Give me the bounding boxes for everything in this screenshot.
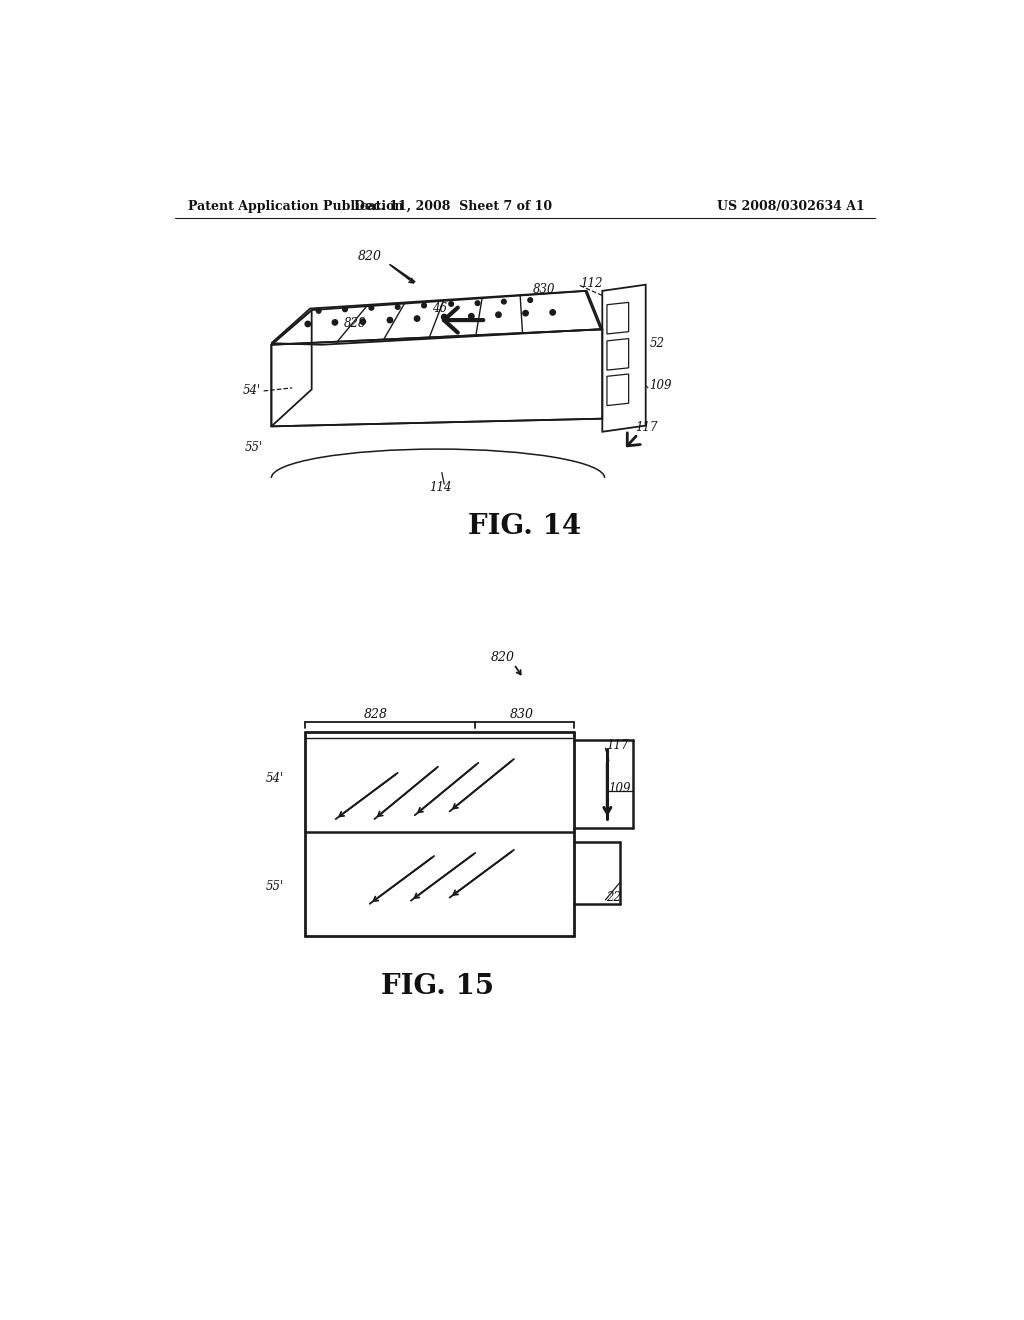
Text: 830: 830 xyxy=(534,282,556,296)
Circle shape xyxy=(449,302,454,306)
Text: 109: 109 xyxy=(608,781,631,795)
Text: Patent Application Publication: Patent Application Publication xyxy=(188,199,403,213)
Circle shape xyxy=(523,310,528,315)
Text: 820: 820 xyxy=(357,251,381,264)
Circle shape xyxy=(316,309,321,313)
Circle shape xyxy=(395,305,400,309)
Circle shape xyxy=(332,319,338,325)
Circle shape xyxy=(469,314,474,319)
Text: 46: 46 xyxy=(432,302,446,315)
Text: 55': 55' xyxy=(245,441,262,454)
Text: 112: 112 xyxy=(580,277,602,289)
Circle shape xyxy=(550,310,555,315)
Text: 828: 828 xyxy=(364,708,388,721)
Circle shape xyxy=(305,321,310,326)
Text: 109: 109 xyxy=(649,379,672,392)
Text: 52: 52 xyxy=(649,337,665,350)
Text: FIG. 15: FIG. 15 xyxy=(381,973,495,999)
Text: 55': 55' xyxy=(266,879,285,892)
Circle shape xyxy=(475,301,480,305)
Circle shape xyxy=(502,300,506,304)
Text: 54': 54' xyxy=(243,384,261,397)
Text: Dec. 11, 2008  Sheet 7 of 10: Dec. 11, 2008 Sheet 7 of 10 xyxy=(354,199,553,213)
Circle shape xyxy=(496,312,501,317)
Text: 117: 117 xyxy=(606,739,629,751)
Circle shape xyxy=(415,315,420,321)
Circle shape xyxy=(360,319,366,325)
Circle shape xyxy=(369,305,374,310)
Text: 54': 54' xyxy=(266,772,285,785)
Circle shape xyxy=(343,308,347,312)
Circle shape xyxy=(441,314,446,319)
Text: 22: 22 xyxy=(606,891,622,904)
Text: FIG. 14: FIG. 14 xyxy=(468,513,582,540)
Circle shape xyxy=(528,298,532,302)
Circle shape xyxy=(387,317,392,323)
Text: 114: 114 xyxy=(429,480,452,494)
Text: 117: 117 xyxy=(636,421,658,434)
Circle shape xyxy=(422,304,426,308)
Text: 828: 828 xyxy=(343,317,366,330)
Text: US 2008/0302634 A1: US 2008/0302634 A1 xyxy=(717,199,864,213)
Text: 830: 830 xyxy=(510,708,534,721)
Text: 820: 820 xyxy=(490,651,515,664)
